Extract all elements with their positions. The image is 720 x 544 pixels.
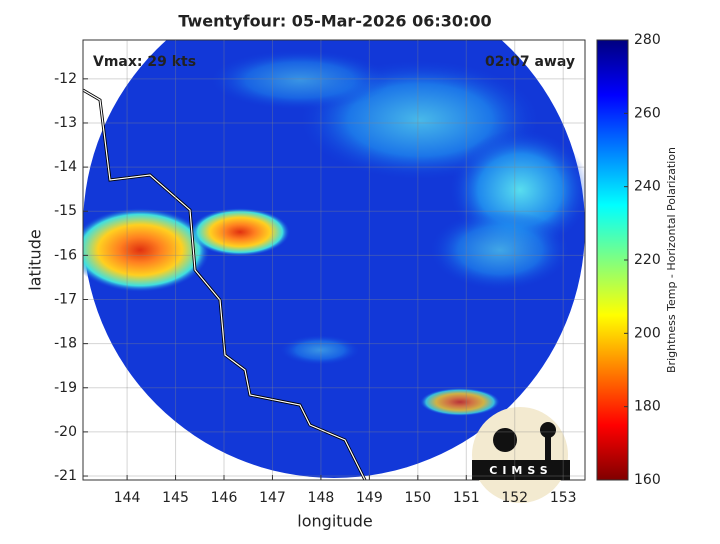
x-axis-label: longitude [297, 512, 372, 531]
x-tick-label: 144 [114, 490, 141, 506]
colorbar-tick-label: 280 [634, 32, 661, 48]
x-tick-label: 152 [501, 490, 528, 506]
convection [83, 208, 210, 292]
plot-frame [82, 39, 586, 481]
x-tick-label: 145 [162, 490, 189, 506]
convection [190, 208, 290, 256]
x-tick-label: 147 [259, 490, 286, 506]
y-tick-label: -19 [54, 380, 77, 396]
colorbar-tick-label: 240 [634, 179, 661, 195]
cloud [280, 335, 360, 365]
colorbar-tick-label: 220 [634, 252, 661, 268]
coastline [83, 89, 366, 480]
logo: CIMSS [472, 407, 570, 503]
y-tick-label: -16 [54, 247, 77, 263]
y-tick-label: -21 [54, 468, 77, 484]
colorbar-tick-label: 180 [634, 399, 661, 415]
y-tick-label: -15 [54, 203, 77, 219]
x-tick-label: 150 [404, 490, 431, 506]
colorbar-tick-label: 160 [634, 472, 661, 488]
x-tick-label: 153 [550, 490, 577, 506]
annotation: Vmax: 29 kts [93, 54, 196, 70]
y-tick-label: -18 [54, 336, 77, 352]
x-tick-label: 148 [308, 490, 335, 506]
convection [420, 388, 500, 416]
y-axis-label: latitude [26, 229, 45, 290]
cloud [210, 50, 390, 110]
y-tick-label: -20 [54, 424, 77, 440]
cloud [430, 210, 570, 290]
annotation: 02:07 away [485, 54, 575, 70]
logo-text: CIMSS [489, 464, 552, 477]
colorbar-tick-label: 260 [634, 105, 661, 121]
colorbar-tick-label: 200 [634, 325, 661, 341]
y-tick-label: -12 [54, 71, 77, 87]
map-image [83, 40, 585, 480]
y-tick-label: -13 [54, 115, 77, 131]
y-tick-label: -14 [54, 159, 77, 175]
y-tick-label: -17 [54, 291, 77, 307]
chart-title: Twentyfour: 05-Mar-2026 06:30:00 [178, 12, 491, 31]
x-tick-label: 146 [211, 490, 238, 506]
x-tick-label: 149 [356, 490, 383, 506]
colorbar [596, 39, 629, 481]
x-tick-label: 151 [453, 490, 480, 506]
colorbar-label: Brightness Temp - Horizontal Polarizatio… [665, 147, 678, 373]
